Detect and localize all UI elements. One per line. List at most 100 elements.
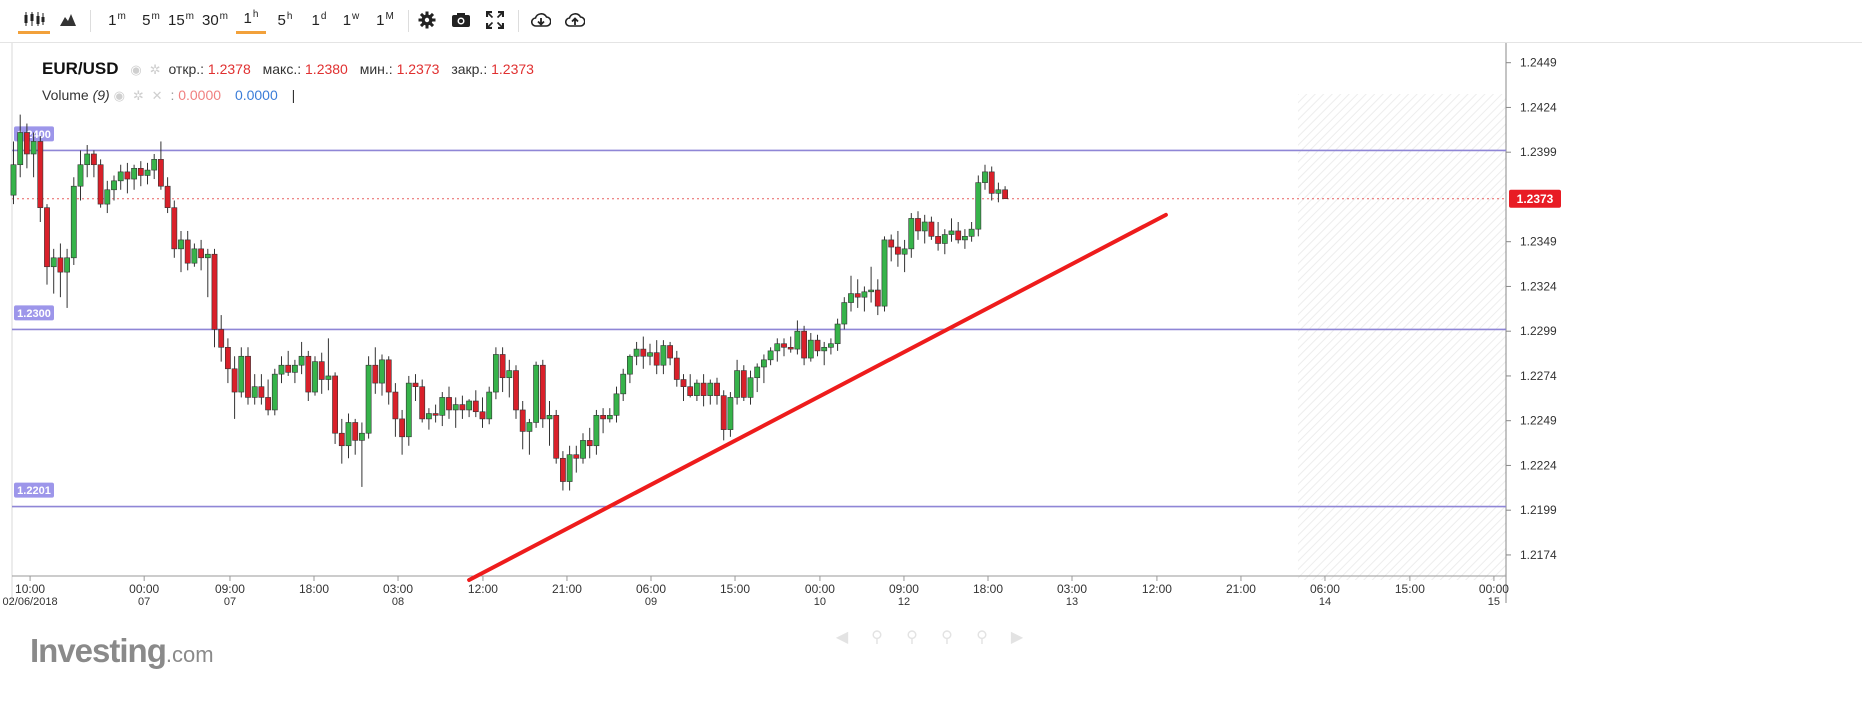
- candle: [338, 418, 345, 464]
- logo-suffix: .com: [165, 642, 214, 667]
- zoom-icon: ⚲: [906, 629, 918, 646]
- candle: [566, 445, 573, 491]
- candle: [298, 341, 305, 375]
- candle: [526, 418, 533, 455]
- candle: [640, 336, 647, 369]
- candle-body: [533, 364, 539, 423]
- volume-value-2: 0.0000: [234, 87, 278, 103]
- candle-body: [526, 422, 533, 432]
- candle: [955, 222, 962, 244]
- candle-body: [117, 171, 124, 182]
- settings-icon[interactable]: ✲: [132, 88, 144, 103]
- candle: [861, 286, 868, 312]
- camera-icon[interactable]: [450, 6, 472, 34]
- candle-body: [10, 164, 17, 196]
- high-value: 1.2380: [305, 61, 348, 77]
- level-badge-bg: [14, 482, 54, 498]
- download-icon[interactable]: [530, 6, 552, 34]
- candle-body: [144, 169, 151, 176]
- candle: [10, 141, 17, 205]
- candle-body: [365, 364, 372, 434]
- eye-icon[interactable]: ◉: [130, 62, 142, 77]
- time-axis-label: 09:00: [215, 582, 245, 596]
- price-axis-label: 1.2399: [1520, 145, 1557, 159]
- settings-icon[interactable]: ✲: [149, 62, 161, 77]
- gear-icon[interactable]: [416, 6, 438, 34]
- low-value: 1.2373: [396, 61, 440, 77]
- candle: [278, 356, 285, 384]
- candle: [291, 359, 298, 384]
- candle: [84, 145, 91, 178]
- candle: [271, 368, 278, 416]
- area-icon[interactable]: [56, 6, 80, 34]
- candle: [620, 368, 627, 401]
- candle-body: [151, 159, 158, 171]
- interval-button-unit: m: [117, 10, 126, 22]
- candle: [265, 379, 271, 416]
- time-axis-date: 09: [645, 596, 657, 608]
- candle-body: [184, 239, 191, 264]
- fullscreen-icon[interactable]: [484, 6, 506, 34]
- candle-body: [379, 359, 385, 384]
- price-axis-label: 1.2199: [1520, 503, 1557, 517]
- candle-body: [941, 234, 948, 244]
- candle-body: [600, 415, 606, 420]
- candle: [499, 347, 506, 393]
- candle-body: [137, 168, 144, 176]
- candle: [198, 239, 204, 271]
- candle-body: [988, 171, 995, 194]
- candle: [30, 132, 37, 178]
- candle: [124, 162, 131, 194]
- interval-button-unit: h: [252, 9, 259, 20]
- candle-body: [680, 379, 687, 387]
- candle: [573, 445, 580, 473]
- candle-body: [97, 164, 104, 205]
- candle: [647, 343, 653, 366]
- candles-icon[interactable]: [18, 6, 50, 34]
- candle-body: [352, 422, 359, 441]
- candle-body: [332, 375, 338, 434]
- candle-body: [566, 454, 573, 482]
- interval-button-15m[interactable]: 15 m: [166, 6, 196, 34]
- candle-body: [539, 364, 546, 420]
- candle: [446, 386, 452, 419]
- close-icon[interactable]: ✕: [151, 88, 163, 103]
- candle: [131, 164, 137, 190]
- candle: [439, 392, 446, 427]
- interval-button-label: 30: [201, 11, 219, 29]
- time-axis-label: 06:00: [636, 582, 666, 596]
- time-axis-label: 00:00: [805, 582, 835, 596]
- candle-body: [720, 395, 727, 430]
- candle-body: [124, 171, 131, 180]
- candle-body: [660, 345, 667, 366]
- eye-icon[interactable]: ◉: [113, 88, 125, 103]
- candle: [171, 200, 178, 258]
- candle: [740, 365, 747, 401]
- interval-button-30m[interactable]: 30 m: [200, 6, 230, 34]
- candle-body: [573, 454, 580, 459]
- time-axis-label: 21:00: [1226, 582, 1256, 596]
- candle: [479, 397, 486, 428]
- candle-body: [707, 382, 714, 396]
- investing-logo: Investing.com: [30, 632, 214, 670]
- level-badge: 1.2300: [14, 305, 54, 321]
- candle: [600, 408, 606, 434]
- interval-button-unit: M: [385, 10, 394, 22]
- area-icon-glyph: [60, 14, 76, 26]
- candle-body: [995, 189, 1002, 194]
- upload-icon[interactable]: [564, 6, 586, 34]
- candle-body: [158, 159, 164, 187]
- candle: [827, 338, 834, 355]
- candle: [432, 404, 439, 423]
- candle-body: [30, 141, 37, 155]
- candle: [225, 338, 231, 384]
